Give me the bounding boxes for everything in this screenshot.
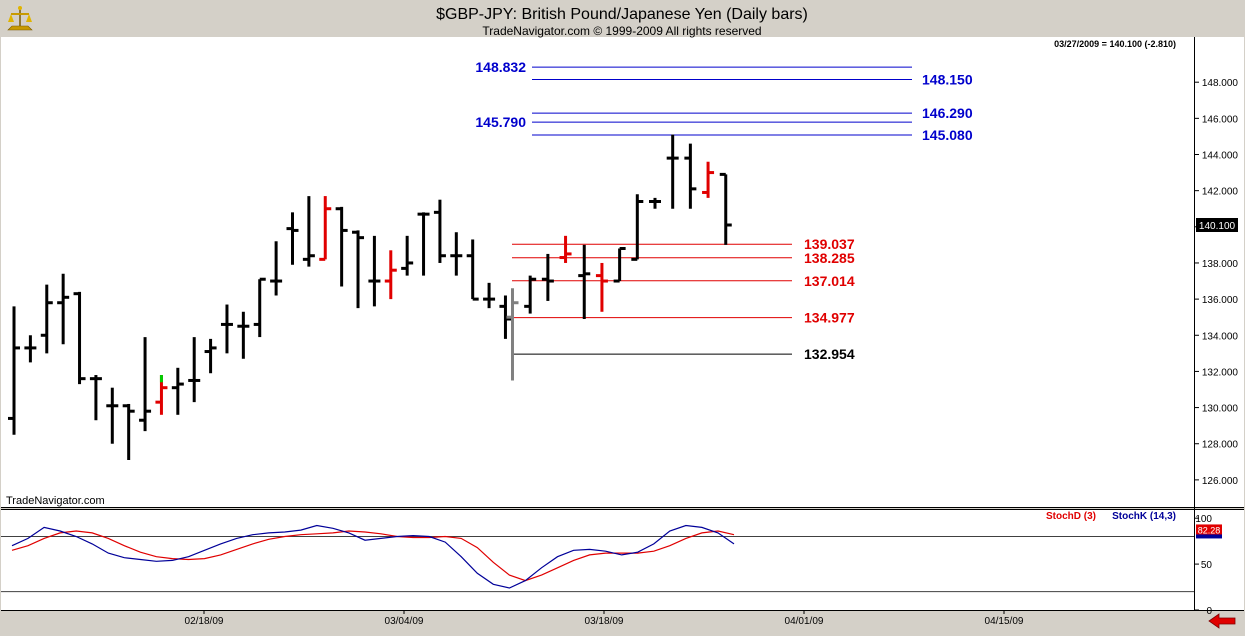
logo-icon — [7, 6, 33, 31]
level-label: 145.790 — [475, 114, 526, 130]
price-bar — [319, 196, 332, 261]
date-axis: 02/18/09 03/04/09 03/18/09 04/01/09 04/15/09 — [185, 610, 1024, 627]
indicator-panel — [1, 509, 1194, 610]
price-bar — [466, 239, 479, 301]
price-bar — [106, 387, 119, 444]
price-axis-panel — [1195, 37, 1244, 507]
price-tick-label: 136.000 — [1202, 295, 1239, 306]
price-bar — [666, 134, 679, 209]
price-bar — [417, 212, 430, 276]
stochastic-plot: 100 50 0 82.28 — [1, 514, 1222, 617]
watermark: TradeNavigator.com — [6, 495, 105, 507]
price-bar — [368, 235, 381, 307]
level-label: 146.290 — [922, 105, 973, 121]
stochd-value-box — [1196, 524, 1222, 535]
price-bar — [286, 212, 299, 265]
price-bar — [237, 311, 250, 359]
price-bar — [578, 244, 591, 319]
price-bar — [433, 199, 446, 263]
price-bar — [352, 230, 365, 309]
price-panel — [1, 37, 1194, 507]
stoch-series-line — [11, 524, 735, 589]
date-tick-label: 02/18/09 — [185, 616, 224, 627]
price-bar — [253, 277, 266, 338]
chart-title: $GBP-JPY: British Pound/Japanese Yen (Da… — [436, 6, 808, 23]
price-bar — [122, 403, 135, 460]
price-bar — [613, 247, 626, 283]
price-bar — [188, 337, 201, 403]
date-tick-label: 03/18/09 — [585, 616, 624, 627]
level-label: 137.014 — [804, 273, 855, 289]
price-bar — [8, 306, 21, 435]
level-label: 148.832 — [475, 59, 526, 75]
price-bar — [401, 235, 414, 276]
price-bar — [684, 143, 697, 209]
price-tick-label: 134.000 — [1202, 331, 1239, 342]
price-bar — [702, 161, 715, 198]
legend-stochd: StochD (3) — [1046, 511, 1096, 522]
price-bar — [450, 232, 463, 276]
price-bar — [89, 375, 102, 421]
price-bar — [302, 196, 315, 267]
price-bar — [541, 253, 554, 301]
date-tick-label: 04/01/09 — [785, 616, 824, 627]
price-bar — [139, 337, 152, 432]
price-bar — [559, 235, 572, 263]
price-tick-label: 148.000 — [1202, 78, 1239, 89]
price-bar — [57, 273, 70, 345]
level-label: 134.977 — [804, 310, 855, 326]
price-bar — [335, 206, 348, 287]
level-label: 138.285 — [804, 250, 855, 266]
price-bar — [524, 275, 537, 314]
copyright-text: TradeNavigator.com © 1999-2009 All right… — [482, 24, 761, 38]
price-bars — [8, 134, 732, 460]
price-bar — [24, 335, 37, 363]
level-lines: 148.832 148.150 146.290 145.790 145.080 139.0… — [475, 59, 972, 362]
price-tick-label: 130.000 — [1202, 404, 1239, 415]
price-bar — [648, 197, 661, 209]
level-label: 139.037 — [804, 236, 855, 252]
price-bar — [171, 367, 184, 415]
last-price-label: 140.100 — [1199, 221, 1236, 232]
price-bar — [483, 282, 496, 309]
level-label: 148.150 — [922, 71, 973, 87]
date-tick-label: 03/04/09 — [385, 616, 424, 627]
price-axis: 148.000146.000144.000142.000140.000138.0… — [1194, 78, 1238, 487]
price-tick-label: 144.000 — [1202, 151, 1239, 162]
level-label: 132.954 — [804, 346, 855, 362]
price-bar — [384, 250, 397, 300]
price-bar — [270, 241, 283, 296]
price-bar — [499, 295, 512, 339]
date-tick-label: 04/15/09 — [985, 616, 1024, 627]
scroll-left-arrow-icon[interactable] — [1208, 613, 1236, 629]
stoch-value-label: 82.28 — [1198, 525, 1221, 535]
price-bar — [73, 291, 86, 385]
price-tick-label: 132.000 — [1202, 367, 1239, 378]
level-label: 145.080 — [922, 127, 973, 143]
last-price-box — [1196, 218, 1238, 232]
price-bar — [40, 284, 53, 354]
price-bar — [719, 172, 732, 245]
stoch-tick-label: 100 — [1195, 514, 1212, 525]
price-bar — [595, 262, 608, 312]
price-tick-label: 138.000 — [1202, 259, 1239, 270]
price-tick-label: 126.000 — [1202, 476, 1239, 487]
price-bar — [631, 194, 644, 261]
stoch-tick-label: 50 — [1201, 560, 1213, 571]
price-tick-label: 142.000 — [1202, 187, 1239, 198]
stoch-tick-label: 0 — [1206, 606, 1212, 617]
price-tick-label: 128.000 — [1202, 440, 1239, 451]
price-bar — [220, 304, 233, 354]
price-bar — [506, 288, 519, 381]
legend-stochk: StochK (14,3) — [1112, 511, 1176, 522]
price-bar — [204, 338, 217, 374]
status-readout: 03/27/2009 = 140.100 (-2.810) — [1054, 39, 1176, 49]
price-bar — [155, 375, 168, 415]
price-tick-label: 146.000 — [1202, 114, 1239, 125]
